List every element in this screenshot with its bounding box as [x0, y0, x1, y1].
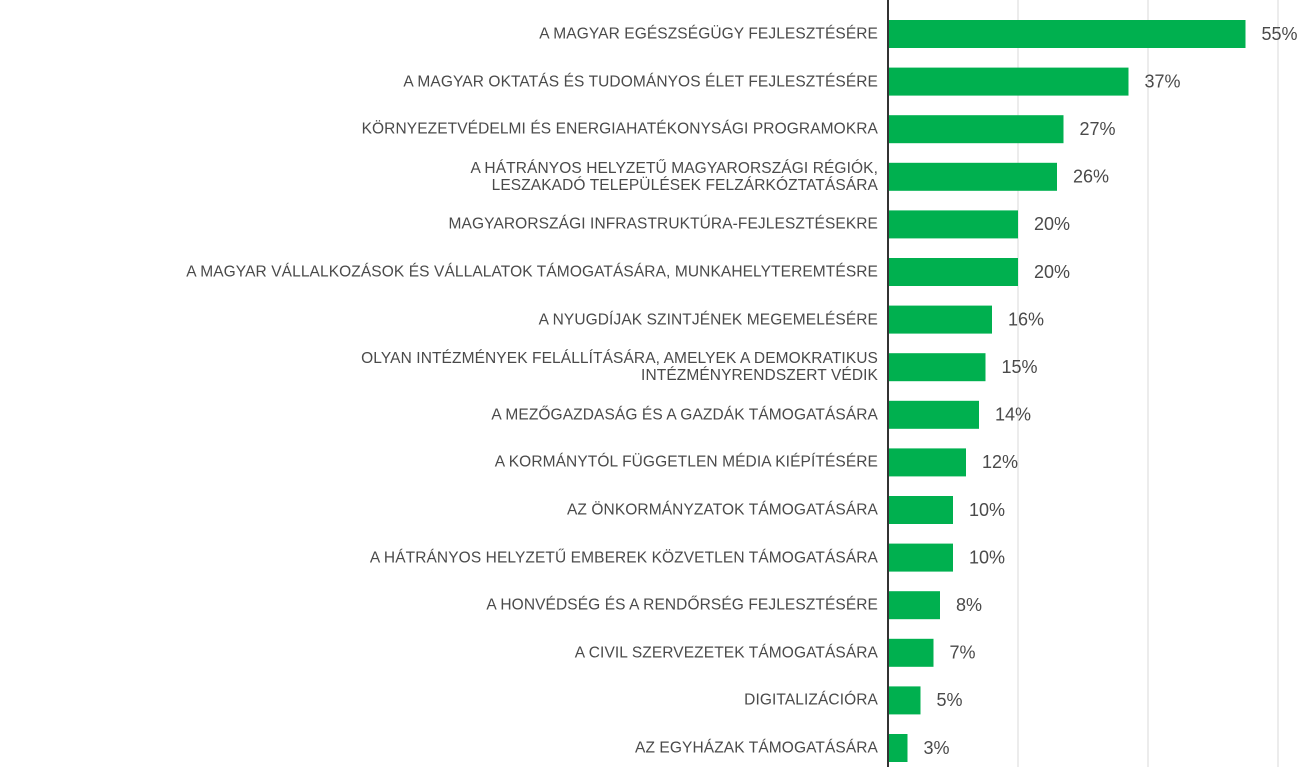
value-label: 55%: [1262, 24, 1298, 44]
category-label: A MAGYAR VÁLLALKOZÁSOK ÉS VÁLLALATOK TÁM…: [186, 263, 878, 281]
bar: [888, 734, 908, 762]
bar: [888, 210, 1018, 239]
bar: [888, 686, 921, 715]
bar: [888, 543, 953, 572]
bar: [888, 115, 1064, 144]
category-label: A KORMÁNYTÓL FÜGGETLEN MÉDIA KIÉPÍTÉSÉRE: [494, 453, 878, 471]
bar: [888, 400, 979, 429]
category-label: DIGITALIZÁCIÓRA: [744, 691, 878, 709]
category-label: MAGYARORSZÁGI INFRASTRUKTÚRA-FEJLESZTÉSE…: [448, 215, 878, 233]
value-label: 10%: [969, 547, 1005, 567]
value-label: 20%: [1034, 262, 1070, 282]
value-label: 12%: [982, 452, 1018, 472]
value-label: 27%: [1080, 119, 1116, 139]
bar: [888, 448, 966, 477]
value-label: 14%: [995, 405, 1031, 425]
bar: [888, 258, 1018, 286]
category-label: A HONVÉDSÉG ÉS A RENDŐRSÉG FEJLESZTÉSÉRE: [486, 596, 878, 614]
value-label: 37%: [1145, 71, 1181, 91]
bar: [888, 638, 934, 667]
bar: [888, 305, 992, 334]
value-label: 20%: [1034, 214, 1070, 234]
value-label: 5%: [937, 690, 963, 710]
category-label: KÖRNYEZETVÉDELMI ÉS ENERGIAHATÉKONYSÁGI …: [361, 120, 878, 138]
category-label: A MEZŐGAZDASÁG ÉS A GAZDÁK TÁMOGATÁSÁRA: [491, 406, 878, 424]
category-label: A MAGYAR OKTATÁS ÉS TUDOMÁNYOS ÉLET FEJL…: [403, 73, 878, 91]
value-label: 10%: [969, 500, 1005, 520]
value-label: 15%: [1002, 357, 1038, 377]
bar: [888, 20, 1246, 48]
category-label: A CIVIL SZERVEZETEK TÁMOGATÁSÁRA: [574, 644, 878, 662]
category-label: A HÁTRÁNYOS HELYZETŰ MAGYARORSZÁGI RÉGIÓ…: [470, 159, 878, 194]
value-label: 26%: [1073, 167, 1109, 187]
bar: [888, 591, 940, 620]
bar: [888, 496, 953, 524]
value-label: 3%: [924, 738, 950, 758]
bar: [888, 67, 1129, 96]
bar: [888, 353, 986, 382]
value-label: 16%: [1008, 309, 1044, 329]
category-label: A NYUGDÍJAK SZINTJÉNEK MEGEMELÉSÉRE: [538, 311, 878, 329]
value-label: 8%: [956, 595, 982, 615]
category-label: AZ EGYHÁZAK TÁMOGATÁSÁRA: [635, 739, 878, 757]
category-label: A HÁTRÁNYOS HELYZETŰ EMBEREK KÖZVETLEN T…: [369, 549, 878, 567]
category-label: A MAGYAR EGÉSZSÉGÜGY FEJLESZTÉSÉRE: [539, 25, 878, 43]
category-label: OLYAN INTÉZMÉNYEK FELÁLLÍTÁSÁRA, AMELYEK…: [361, 350, 878, 385]
bar: [888, 162, 1057, 191]
category-label: AZ ÖNKORMÁNYZATOK TÁMOGATÁSÁRA: [566, 501, 878, 519]
value-label: 7%: [950, 643, 976, 663]
